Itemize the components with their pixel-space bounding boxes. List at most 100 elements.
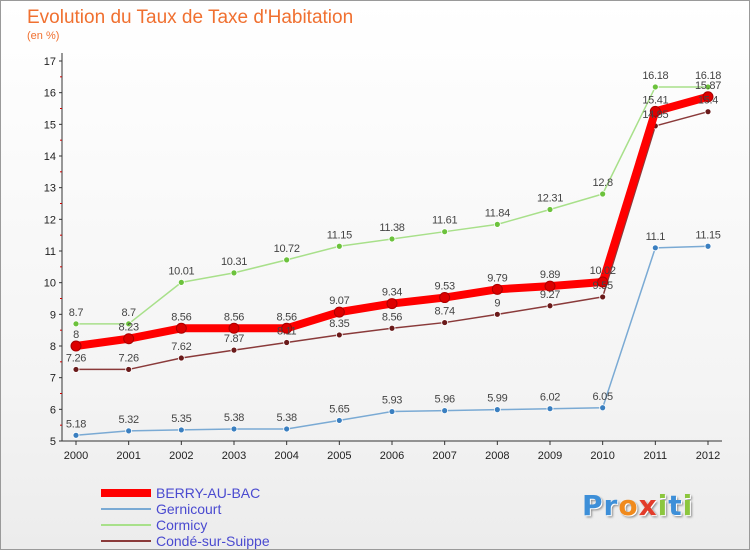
data-label: 6.05 — [593, 391, 613, 403]
data-point — [283, 425, 291, 433]
legend-label-cormicy: Cormicy — [156, 517, 208, 533]
data-point — [388, 324, 396, 332]
legend-swatch-conde-sur-suippe — [101, 540, 151, 542]
legend-item-conde-sur-suippe: Condé-sur-Suippe — [101, 533, 321, 549]
legend-item-cormicy: Cormicy — [101, 517, 321, 533]
data-label: 8.74 — [435, 306, 455, 318]
logo-letter: t — [668, 489, 683, 522]
data-point — [704, 83, 712, 91]
y-tick-label: 9 — [50, 309, 56, 321]
data-point — [283, 339, 291, 346]
logo-letter: i — [682, 489, 694, 522]
data-point — [335, 417, 343, 424]
x-tick-label: 2007 — [432, 450, 456, 462]
data-point — [702, 91, 714, 103]
data-point — [230, 346, 238, 354]
data-point — [175, 322, 187, 334]
legend-swatch-berry-au-bac — [101, 489, 151, 497]
data-label: 7.26 — [119, 352, 139, 364]
data-point — [72, 366, 80, 373]
data-label: 6.02 — [540, 392, 560, 404]
axes: 5 6 7 8 9 10 11 12 13 14 15 16 17 2000 2001 2002 2003 200… — [44, 53, 722, 462]
data-label: 12.31 — [537, 193, 563, 205]
data-point — [177, 354, 185, 362]
data-point — [441, 407, 449, 415]
proxiti-logo: Proxiti — [582, 489, 693, 522]
data-point — [281, 322, 293, 334]
chart-subtitle: (en %) — [27, 30, 60, 42]
x-tick-label: 2003 — [222, 450, 246, 462]
data-point — [704, 108, 712, 116]
data-label: 16.18 — [642, 70, 668, 82]
data-point — [335, 331, 343, 339]
y-tick-label: 5 — [50, 436, 56, 448]
data-point — [125, 366, 133, 373]
data-point — [491, 283, 503, 295]
logo-letter: r — [603, 489, 619, 522]
y-tick-label: 16 — [44, 88, 56, 100]
data-point — [649, 105, 661, 117]
y-tick-label: 11 — [45, 246, 56, 258]
x-tick-label: 2002 — [169, 450, 193, 462]
data-label: 10.01 — [168, 265, 194, 277]
x-tick-label: 2001 — [116, 450, 140, 462]
data-point — [72, 320, 80, 328]
data-label: 9.79 — [487, 272, 507, 284]
data-label: 9.89 — [540, 269, 560, 281]
data-point — [599, 404, 607, 412]
data-point — [599, 293, 607, 301]
data-point — [441, 228, 449, 236]
data-label: 5.93 — [382, 395, 402, 407]
data-label: 11.38 — [379, 222, 404, 234]
legend-label-berry-au-bac: BERRY-AU-BAC — [156, 485, 261, 501]
data-point — [125, 427, 133, 435]
logo-letter: x — [638, 489, 658, 522]
data-point — [230, 269, 238, 277]
data-label: 8.7 — [121, 307, 136, 319]
y-tick-label: 6 — [50, 404, 56, 416]
data-point — [177, 426, 185, 434]
data-label: 5.96 — [435, 394, 455, 406]
data-label: 5.18 — [66, 418, 86, 430]
data-label: 8.23 — [119, 322, 139, 334]
data-label: 14.95 — [642, 109, 668, 121]
data-point — [544, 280, 556, 292]
data-point — [335, 242, 343, 250]
data-label: 9.27 — [540, 289, 560, 301]
data-label: 10.72 — [274, 243, 300, 255]
data-label: 8.7 — [69, 307, 84, 319]
y-tick-label: 13 — [44, 183, 56, 195]
legend: BERRY-AU-BAC Gernicourt Cormicy Condé-su… — [101, 485, 321, 549]
logo-letter: i — [657, 489, 669, 522]
data-point — [72, 431, 80, 439]
data-label: 5.99 — [487, 393, 507, 405]
data-point — [651, 244, 659, 252]
data-point — [177, 278, 185, 286]
data-point — [388, 235, 396, 243]
x-tick-label: 2000 — [64, 450, 88, 462]
data-point — [651, 83, 659, 91]
data-label: 12.8 — [593, 177, 613, 189]
y-tick-label: 14 — [44, 151, 56, 163]
data-label: 5.38 — [224, 412, 244, 424]
data-label: 11.15 — [327, 229, 352, 241]
data-label: 9.55 — [593, 280, 613, 292]
data-point — [70, 340, 82, 352]
y-tick-label: 7 — [50, 373, 56, 385]
logo-letter: P — [582, 489, 604, 522]
legend-label-conde-sur-suippe: Condé-sur-Suippe — [156, 533, 270, 549]
y-tick-label: 12 — [44, 214, 56, 226]
data-label: 5.35 — [171, 413, 191, 425]
data-label: 11.1 — [646, 231, 666, 243]
x-tick-label: 2005 — [327, 450, 351, 462]
data-label: 11.61 — [432, 215, 457, 227]
x-tick-label: 2012 — [696, 450, 720, 462]
legend-item-berry-au-bac: BERRY-AU-BAC — [101, 485, 321, 501]
data-label: 8.56 — [382, 311, 402, 323]
data-label: 8.11 — [277, 326, 297, 338]
data-label: 9.34 — [382, 287, 402, 299]
data-point — [123, 333, 135, 345]
data-point — [546, 206, 554, 213]
x-tick-label: 2006 — [380, 450, 404, 462]
